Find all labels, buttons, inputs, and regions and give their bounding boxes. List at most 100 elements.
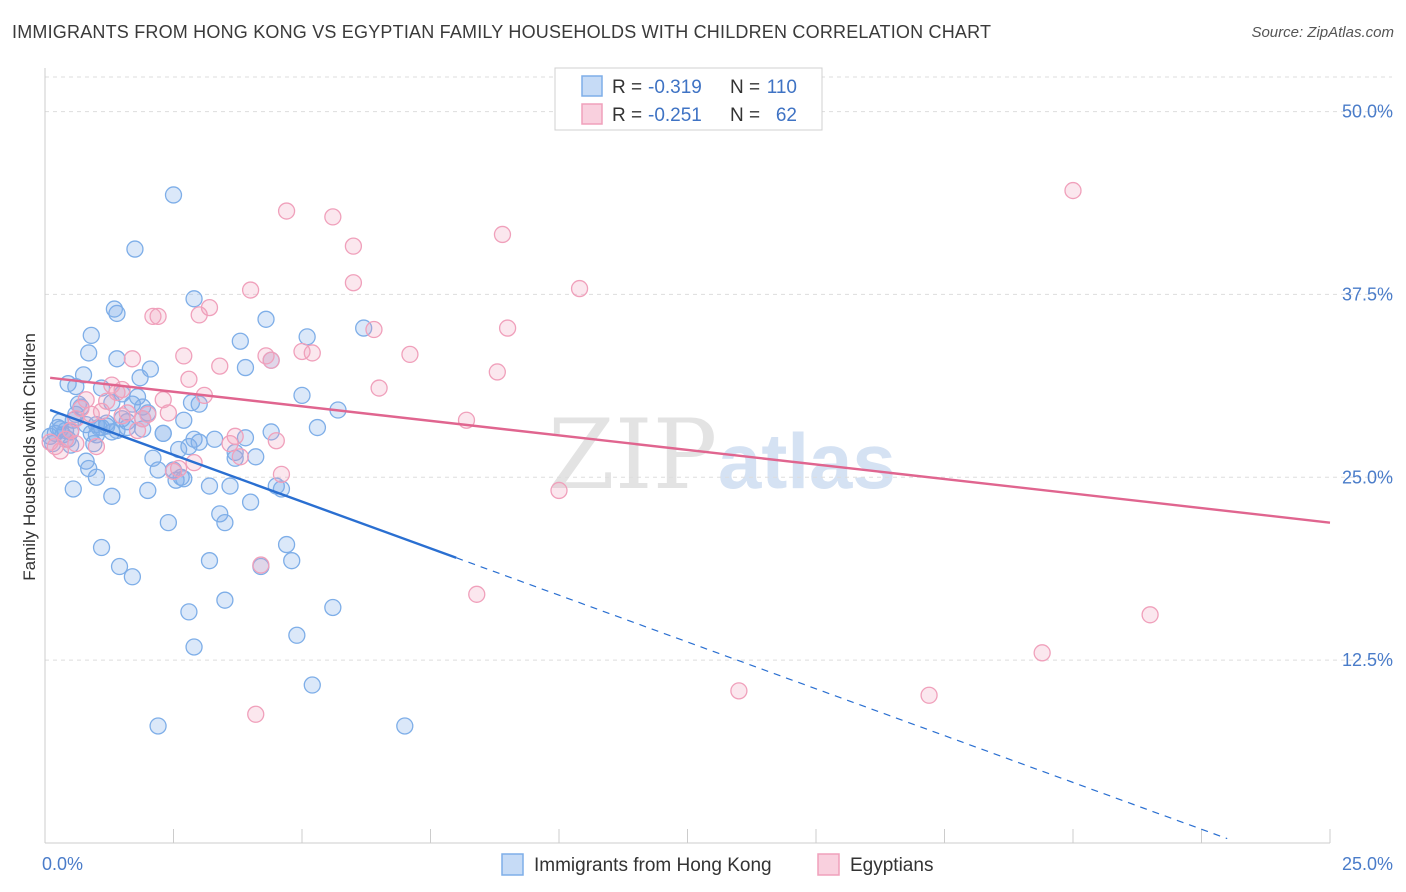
legend-r-label-blue: R = xyxy=(612,77,642,98)
point-egyptians xyxy=(920,686,938,704)
point-hong-kong xyxy=(154,424,172,443)
point-egyptians xyxy=(123,350,142,368)
point-hong-kong xyxy=(126,240,144,258)
point-egyptians xyxy=(200,298,219,317)
point-hong-kong xyxy=(283,552,301,570)
point-egyptians xyxy=(1033,644,1051,662)
point-hong-kong xyxy=(396,717,414,735)
point-hong-kong xyxy=(180,603,198,621)
point-hong-kong xyxy=(149,461,167,479)
legend: R = -0.319 N = 110 R = -0.251 N = 62 xyxy=(554,67,823,131)
point-egyptians xyxy=(159,404,178,422)
point-hong-kong xyxy=(205,430,224,448)
point-egyptians xyxy=(498,319,517,337)
point-egyptians xyxy=(550,481,568,500)
point-egyptians xyxy=(175,347,193,365)
watermark-zip: ZIP xyxy=(548,399,717,511)
point-hong-kong xyxy=(123,568,142,586)
point-hong-kong xyxy=(85,434,103,453)
point-hong-kong xyxy=(87,468,106,486)
y-tick-label: 12.5% xyxy=(1342,650,1393,670)
point-egyptians xyxy=(1064,181,1082,200)
point-hong-kong xyxy=(103,487,121,505)
point-egyptians xyxy=(370,379,388,397)
point-hong-kong xyxy=(74,366,93,384)
legend-n-label-pink: N = xyxy=(730,105,760,126)
trend-line-hong-kong xyxy=(49,408,457,559)
point-hong-kong xyxy=(149,717,167,735)
point-egyptians xyxy=(493,225,512,244)
point-egyptians xyxy=(488,363,506,381)
legend-n-value-pink: 62 xyxy=(776,105,797,126)
legend-r-value-blue: -0.319 xyxy=(648,77,702,98)
point-hong-kong xyxy=(108,350,126,368)
point-hong-kong xyxy=(175,411,193,429)
point-egyptians xyxy=(139,405,157,424)
trend-lines xyxy=(49,376,1331,840)
point-egyptians xyxy=(1141,606,1159,624)
point-egyptians xyxy=(401,345,419,364)
bottom-legend-label-blue: Immigrants from Hong Kong xyxy=(534,855,772,876)
point-egyptians xyxy=(303,344,321,362)
point-egyptians xyxy=(82,405,100,424)
point-hong-kong xyxy=(308,418,327,437)
point-hong-kong xyxy=(211,505,229,523)
point-egyptians xyxy=(164,462,183,481)
bottom-legend-swatch-pink xyxy=(817,853,840,876)
legend-swatch-pink xyxy=(581,103,603,125)
trend-line-hong-kong-extension xyxy=(455,557,1228,840)
legend-r-label-pink: R = xyxy=(612,105,642,126)
y-tick-label: 37.5% xyxy=(1342,284,1393,304)
y-axis-title: Family Households with Children xyxy=(20,333,39,581)
point-hong-kong xyxy=(110,557,129,576)
point-egyptians xyxy=(262,351,280,369)
point-egyptians xyxy=(77,391,95,409)
point-hong-kong xyxy=(190,433,208,451)
point-egyptians xyxy=(169,459,188,478)
point-hong-kong xyxy=(92,538,111,557)
point-egyptians xyxy=(92,402,111,421)
point-egyptians xyxy=(570,279,589,298)
y-tick-label: 50.0% xyxy=(1342,102,1393,122)
legend-swatch-blue xyxy=(581,75,603,97)
point-egyptians xyxy=(67,434,85,453)
x-tick-label: 0.0% xyxy=(42,854,83,874)
bottom-legend: Immigrants from Hong Kong Egyptians xyxy=(501,853,933,876)
point-egyptians xyxy=(252,556,270,574)
point-egyptians xyxy=(113,407,131,425)
point-hong-kong xyxy=(288,626,306,644)
point-egyptians xyxy=(344,274,363,292)
point-hong-kong xyxy=(236,358,255,377)
point-hong-kong xyxy=(324,598,342,617)
legend-n-value-blue: 110 xyxy=(767,77,797,98)
point-hong-kong xyxy=(185,638,203,656)
point-egyptians xyxy=(241,281,260,299)
point-egyptians xyxy=(72,399,90,418)
data-points xyxy=(41,181,1159,735)
point-egyptians xyxy=(231,448,249,466)
watermark-atlas: atlas xyxy=(718,417,896,505)
point-egyptians xyxy=(277,202,296,220)
point-egyptians xyxy=(211,357,229,375)
point-hong-kong xyxy=(105,300,124,318)
point-egyptians xyxy=(468,585,486,603)
point-hong-kong xyxy=(257,310,275,328)
x-tick-label: 25.0% xyxy=(1342,854,1393,874)
chart-source: Source: ZipAtlas.com xyxy=(1251,24,1394,41)
point-egyptians xyxy=(87,437,106,456)
point-hong-kong xyxy=(298,328,316,346)
point-egyptians xyxy=(730,682,748,700)
point-egyptians xyxy=(144,307,162,326)
chart-title: IMMIGRANTS FROM HONG KONG VS EGYPTIAN FA… xyxy=(12,22,992,42)
point-hong-kong xyxy=(139,481,157,500)
point-egyptians xyxy=(247,705,265,723)
point-hong-kong xyxy=(64,480,82,498)
point-egyptians xyxy=(267,432,285,450)
point-hong-kong xyxy=(131,369,149,387)
point-hong-kong xyxy=(190,395,208,413)
point-hong-kong xyxy=(80,344,98,362)
point-egyptians xyxy=(344,237,363,255)
point-egyptians xyxy=(324,208,342,226)
point-egyptians xyxy=(272,465,291,484)
